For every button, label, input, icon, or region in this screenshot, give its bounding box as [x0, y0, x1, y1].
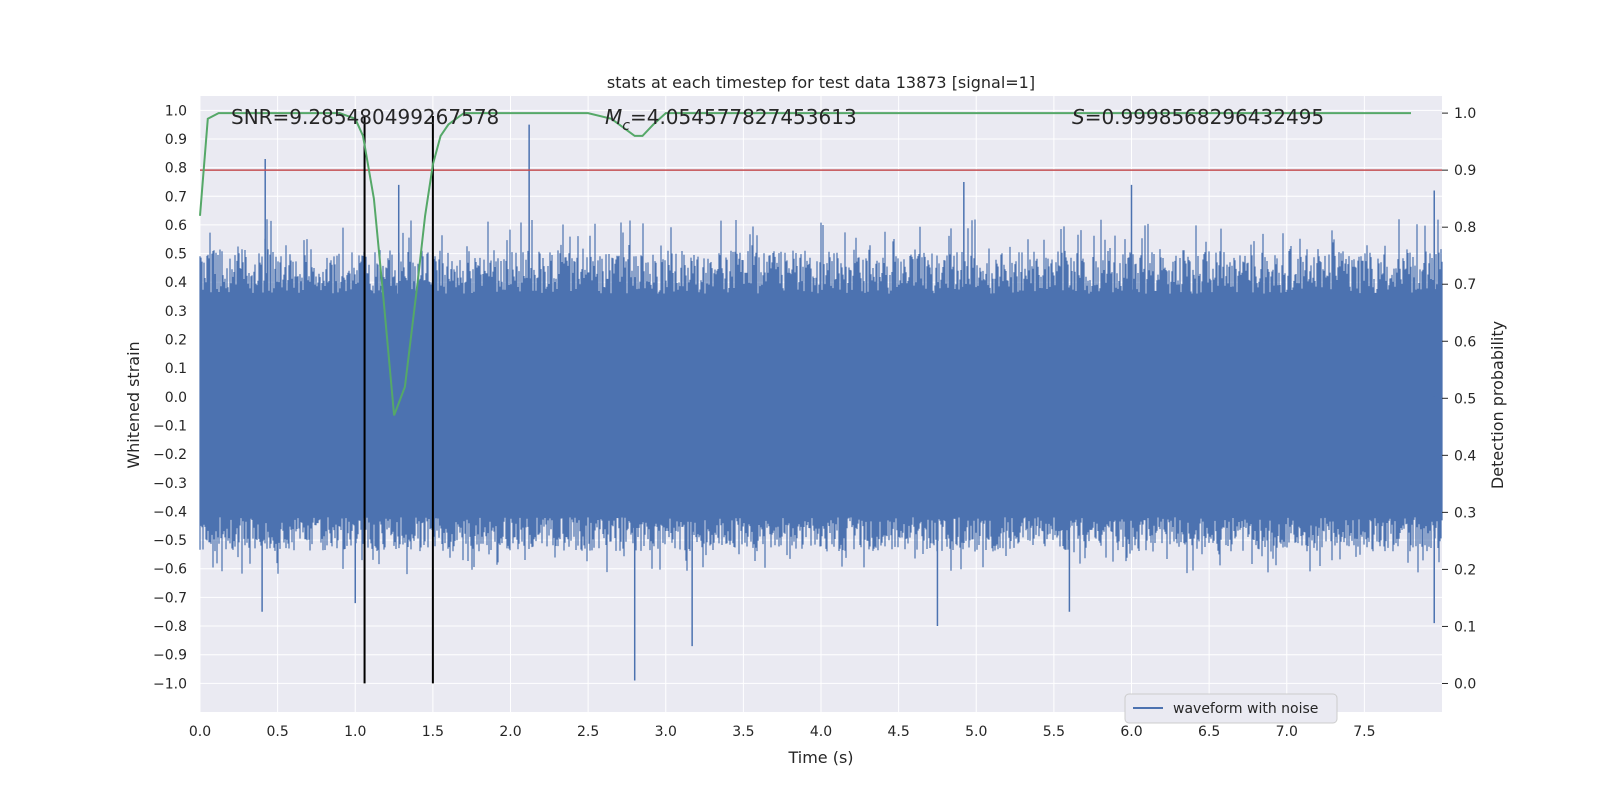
y-axis-left-ticks: 1.0 0.9 0.8 0.7 0.6 0.5 0.4 0.3 0.2 0.1 0.0 −0.1 −0.… — [153, 103, 187, 692]
y-right-tick-label: 0.4 — [1454, 448, 1476, 464]
y-right-tick-label: 0.6 — [1454, 334, 1476, 350]
snr-annotation: SNR=9.285480499267578 — [231, 105, 499, 129]
legend: waveform with noise — [1124, 693, 1338, 724]
y-left-tick-label: 0.0 — [165, 390, 187, 406]
x-tick-label: 3.5 — [732, 724, 754, 740]
x-axis-label: Time (s) — [787, 748, 853, 767]
y-right-tick-label: 0.9 — [1454, 163, 1476, 179]
y-left-tick-label: 0.9 — [165, 132, 187, 148]
x-tick-label: 6.0 — [1120, 724, 1142, 740]
overlay-lines — [199, 112, 1442, 684]
x-tick-label: 0.0 — [189, 724, 211, 740]
x-tick-label: 1.5 — [422, 724, 444, 740]
y-right-tick-label: 0.3 — [1454, 505, 1476, 521]
y-left-tick-label: 0.4 — [165, 275, 187, 291]
y-left-tick-label: −0.1 — [153, 418, 187, 434]
y-left-tick-label: −0.7 — [153, 590, 187, 606]
waveform-series — [199, 124, 1443, 681]
y-right-tick-label: 0.1 — [1454, 619, 1476, 635]
x-tick-label: 1.0 — [344, 724, 366, 740]
y-left-tick-label: −0.9 — [153, 648, 187, 664]
x-tick-label: 5.0 — [965, 724, 987, 740]
y-axis-right-label: Detection probability — [1488, 321, 1507, 489]
y-left-tick-label: 0.1 — [165, 361, 187, 377]
y-left-tick-label: 0.3 — [165, 304, 187, 320]
y-axis-right-ticks: 1.0 0.9 0.8 0.7 0.6 0.5 0.4 0.3 0.2 0.1 0.0 — [1442, 106, 1476, 692]
x-axis-ticks: 0.0 0.5 1.0 1.5 2.0 2.5 3.0 3.5 4.0 4.5 5.0 5.5 6.0 6… — [189, 724, 1376, 740]
y-left-tick-label: −0.5 — [153, 533, 187, 549]
x-tick-label: 6.5 — [1198, 724, 1220, 740]
chirp-mass-annotation: Mc=4.054577827453613 — [605, 105, 857, 134]
y-left-tick-label: 0.7 — [165, 189, 187, 205]
y-left-tick-label: −0.6 — [153, 562, 187, 578]
x-tick-label: 5.5 — [1043, 724, 1065, 740]
y-right-tick-label: 0.0 — [1454, 676, 1476, 692]
x-tick-label: 2.5 — [577, 724, 599, 740]
y-left-tick-label: 0.8 — [165, 161, 187, 177]
y-left-tick-label: −1.0 — [153, 676, 187, 692]
waveform-spikes — [199, 219, 1443, 575]
y-left-tick-label: −0.4 — [153, 504, 187, 520]
y-right-tick-label: 0.2 — [1454, 562, 1476, 578]
y-axis-left-label: Whitened strain — [124, 341, 143, 468]
y-left-tick-label: 0.5 — [165, 247, 187, 263]
y-left-tick-label: −0.2 — [153, 447, 187, 463]
chart-title: stats at each timestep for test data 138… — [607, 73, 1035, 92]
legend-label: waveform with noise — [1173, 701, 1318, 717]
y-right-tick-label: 1.0 — [1454, 106, 1476, 122]
x-tick-label: 4.0 — [810, 724, 832, 740]
chirp-mass-value: =4.054577827453613 — [630, 105, 857, 129]
chirp-mass-symbol: M — [605, 105, 622, 129]
y-left-tick-label: −0.3 — [153, 476, 187, 492]
x-tick-label: 2.0 — [499, 724, 521, 740]
y-right-tick-label: 0.5 — [1454, 391, 1476, 407]
score-annotation: S=0.9998568296432495 — [1072, 105, 1324, 129]
score-symbol: S — [1072, 105, 1085, 129]
x-tick-label: 7.5 — [1353, 724, 1375, 740]
x-tick-label: 3.0 — [655, 724, 677, 740]
y-left-tick-label: 0.2 — [165, 333, 187, 349]
y-left-tick-label: −0.8 — [153, 619, 187, 635]
y-right-tick-label: 0.7 — [1454, 277, 1476, 293]
detection-probability-line — [199, 112, 1411, 416]
chirp-mass-subscript: c — [622, 118, 630, 134]
score-value: =0.9998568296432495 — [1085, 105, 1324, 129]
y-left-tick-label: 1.0 — [165, 103, 187, 119]
x-tick-label: 7.0 — [1276, 724, 1298, 740]
y-right-tick-label: 0.8 — [1454, 220, 1476, 236]
x-tick-label: 0.5 — [266, 724, 288, 740]
legend-box — [1124, 693, 1338, 724]
x-tick-label: 4.5 — [887, 724, 909, 740]
y-left-tick-label: 0.6 — [165, 218, 187, 234]
